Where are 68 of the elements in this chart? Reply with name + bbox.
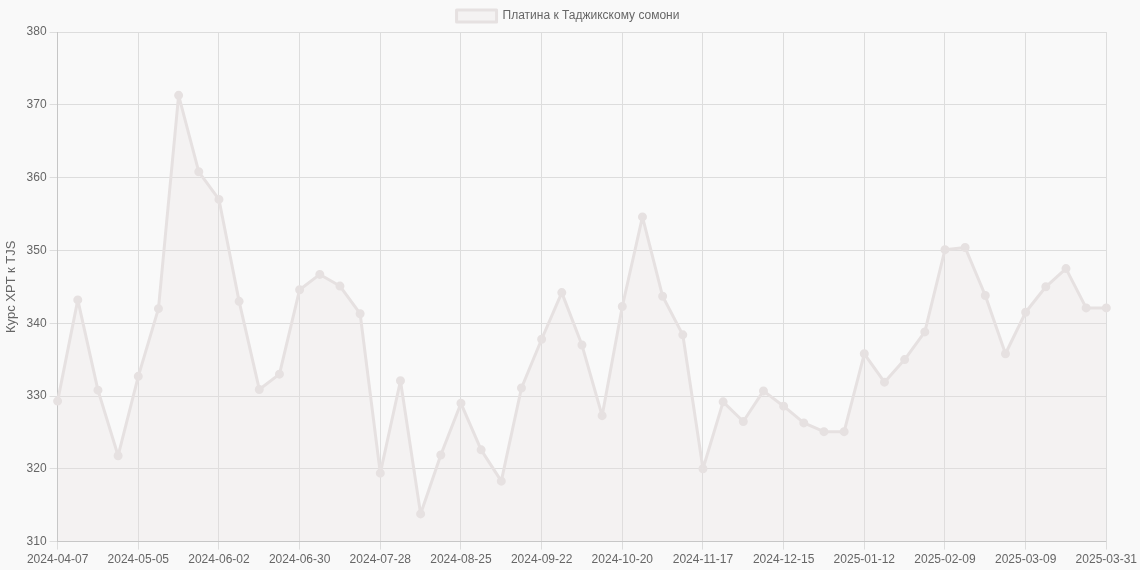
x-tick-label: 2024-05-05 xyxy=(107,552,170,567)
y-tick-label: 380 xyxy=(26,24,47,39)
point xyxy=(436,450,446,460)
x-tick-label: 2024-11-17 xyxy=(672,552,734,567)
point xyxy=(395,376,405,386)
x-tick-label: 2024-04-07 xyxy=(26,552,89,567)
point xyxy=(1101,303,1111,313)
point xyxy=(900,355,910,365)
point xyxy=(53,396,63,406)
y-tick-label: 310 xyxy=(26,533,47,548)
point xyxy=(1000,349,1010,359)
point xyxy=(1081,303,1091,313)
point xyxy=(133,371,143,381)
point xyxy=(678,330,688,340)
point xyxy=(194,167,204,177)
x-tick-label: 2025-03-09 xyxy=(994,552,1057,567)
point xyxy=(658,291,668,301)
point xyxy=(476,445,486,455)
x-tick-label: 2025-02-09 xyxy=(914,552,976,567)
point xyxy=(274,369,284,379)
point xyxy=(315,269,325,279)
point xyxy=(738,416,748,426)
point xyxy=(859,349,869,359)
point xyxy=(537,334,547,344)
point xyxy=(254,384,264,394)
point xyxy=(1061,264,1071,274)
point xyxy=(839,427,849,437)
y-tick-label: 340 xyxy=(26,315,47,330)
point xyxy=(920,327,930,337)
point xyxy=(153,304,163,314)
y-tick-label: 320 xyxy=(26,461,47,476)
x-tick-label: 2024-07-28 xyxy=(349,552,412,567)
x-tick-label: 2024-12-15 xyxy=(752,552,815,567)
point xyxy=(819,427,829,437)
point xyxy=(93,385,103,395)
point xyxy=(234,296,244,306)
y-tick-label: 350 xyxy=(26,242,47,257)
point xyxy=(960,242,970,252)
point xyxy=(577,340,587,350)
legend-label: Платина к Таджикскому сомони xyxy=(502,8,680,23)
point xyxy=(879,377,889,387)
point xyxy=(940,245,950,255)
point xyxy=(1041,282,1051,292)
y-tick-label: 360 xyxy=(26,169,47,184)
point xyxy=(799,418,809,428)
point xyxy=(1021,307,1031,317)
point xyxy=(980,291,990,301)
point xyxy=(758,386,768,396)
x-tick-label: 2025-01-12 xyxy=(833,552,896,567)
point xyxy=(617,301,627,311)
point xyxy=(295,285,305,295)
point xyxy=(516,383,526,393)
point xyxy=(174,90,184,100)
x-tick-label: 2024-09-22 xyxy=(510,552,573,567)
point xyxy=(779,401,789,411)
point xyxy=(73,295,83,305)
y-tick-label: 370 xyxy=(26,97,47,112)
y-tick-label: 330 xyxy=(26,388,47,403)
x-tick-label: 2024-06-02 xyxy=(188,552,250,567)
x-tick-label: 2024-10-20 xyxy=(591,552,654,567)
point xyxy=(718,397,728,407)
x-tick-label: 2025-03-31 xyxy=(1075,552,1138,567)
x-tick-label: 2024-08-25 xyxy=(430,552,492,567)
x-tick-label: 2024-06-30 xyxy=(268,552,331,567)
y-axis-title: Курс XPT к TJS xyxy=(3,240,19,333)
point xyxy=(335,281,345,291)
point xyxy=(355,309,365,319)
point xyxy=(214,194,224,204)
